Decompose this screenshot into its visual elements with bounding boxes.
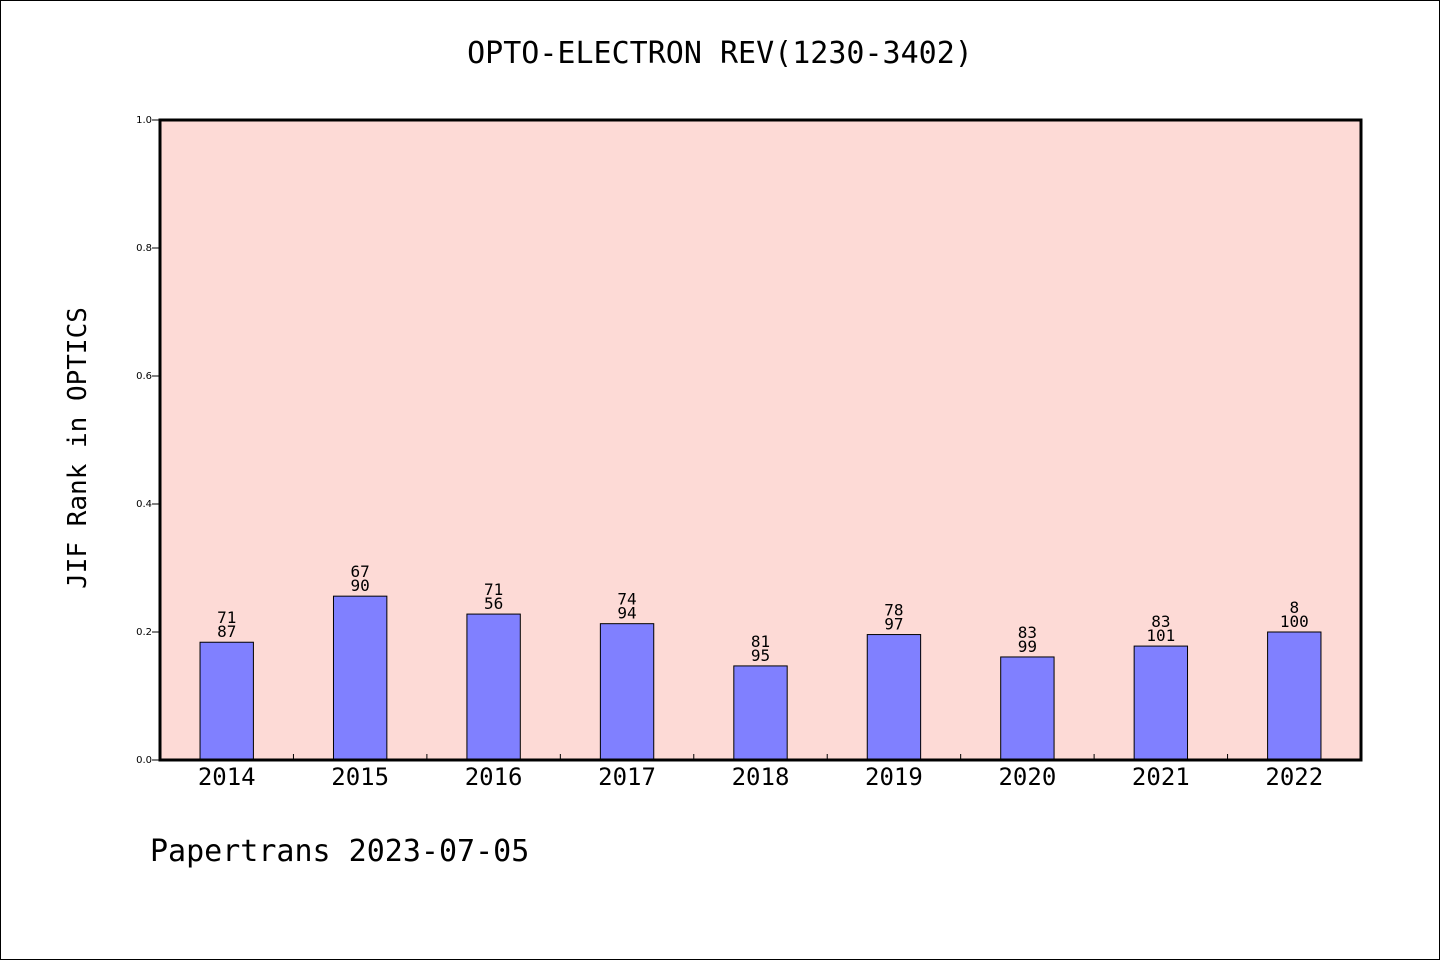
bar-label-bottom: 100 — [1280, 612, 1309, 631]
y-tick-label: 0.8 — [136, 243, 152, 254]
y-tick-label: 0.0 — [136, 755, 152, 766]
y-axis: 0.0 0.2 0.4 0.6 0.8 1.0 — [136, 115, 160, 766]
x-axis: 2014 2015 2016 2017 2018 2019 2020 2021 2022 — [198, 754, 1323, 791]
x-tick-label: 2017 — [598, 763, 656, 791]
bar-label-bottom: 101 — [1146, 626, 1175, 645]
bar-label-top: 81 — [751, 632, 770, 651]
bar-label-bottom: 87 — [217, 622, 236, 641]
x-tick-label: 2021 — [1132, 763, 1190, 791]
bar-2014 — [199, 641, 254, 761]
y-axis-label: JIF Rank in OPTICS — [63, 307, 93, 589]
bar-2020 — [1000, 656, 1055, 761]
x-tick-label: 2016 — [465, 763, 523, 791]
bar-label-top: 71 — [217, 608, 236, 627]
bar-label-bottom: 90 — [351, 576, 370, 595]
x-tick-label: 2018 — [732, 763, 790, 791]
bar-label-top: 67 — [351, 562, 370, 581]
footer-text: Papertrans 2023-07-05 — [150, 834, 530, 869]
x-tick-label: 2022 — [1265, 763, 1323, 791]
bar-2016 — [466, 613, 521, 761]
x-tick-label: 2015 — [331, 763, 389, 791]
bar-label-top: 78 — [884, 601, 903, 620]
y-tick-label: 1.0 — [136, 115, 152, 126]
y-tick-label: 0.2 — [136, 627, 152, 638]
bar-2022 — [1267, 631, 1322, 761]
y-tick-label: 0.6 — [136, 371, 152, 382]
chart-title: OPTO-ELECTRON REV(1230-3402) — [467, 36, 973, 71]
bar-label-bottom: 97 — [884, 615, 903, 634]
bar-label-bottom: 94 — [617, 604, 636, 623]
bar-label-bottom: 56 — [484, 594, 503, 613]
x-tick-label: 2019 — [865, 763, 923, 791]
bar-label-bottom: 99 — [1018, 637, 1037, 656]
bar-2017 — [599, 623, 655, 761]
plot-border — [158, 118, 1363, 762]
y-tick-label: 0.4 — [136, 499, 152, 510]
bar-label-bottom: 95 — [751, 646, 770, 665]
bar-label-top: 83 — [1018, 623, 1037, 642]
bar-2015 — [332, 595, 388, 761]
bar-2021 — [1133, 645, 1189, 761]
bar-2018 — [733, 665, 788, 761]
bar-label-top: 74 — [617, 590, 636, 609]
bar-2019 — [866, 634, 922, 761]
x-tick-label: 2020 — [998, 763, 1056, 791]
bar-label-top: 71 — [484, 580, 503, 599]
x-tick-label: 2014 — [198, 763, 256, 791]
bar-label-top: 8 — [1289, 598, 1299, 617]
bar-label-top: 83 — [1151, 612, 1170, 631]
